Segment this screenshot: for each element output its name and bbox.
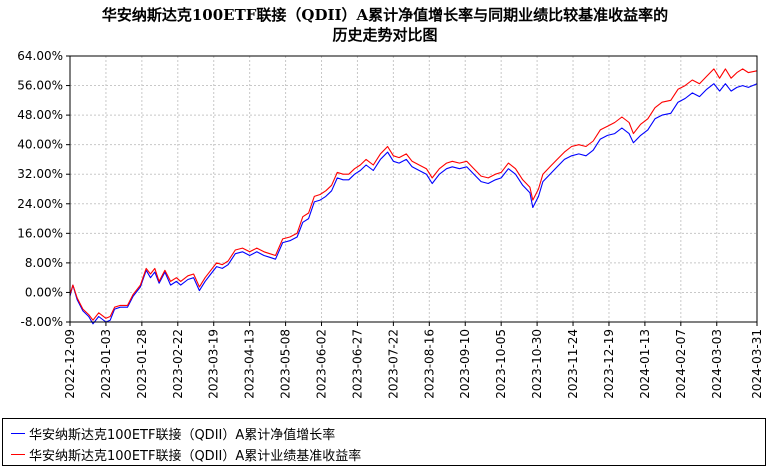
x-tick-label: 2023-05-08 (279, 329, 293, 399)
x-tick-label: 2023-06-02 (315, 329, 329, 399)
legend-item-nav: 华安纳斯达克100ETF联接（QDII）A累计净值增长率 (11, 423, 335, 443)
x-tick-label: 2022-12-09 (63, 329, 77, 399)
x-tick-label: 2024-02-07 (674, 329, 688, 399)
legend-label-nav: 华安纳斯达克100ETF联接（QDII）A累计净值增长率 (29, 427, 336, 443)
chart-title: 华安纳斯达克100ETF联接（QDII）A累计净值增长率与同期业绩比较基准收益率… (101, 6, 669, 24)
y-tick-label: 8.00% (25, 256, 63, 270)
y-tick-label: 32.00% (17, 167, 63, 181)
x-tick-label: 2023-01-03 (99, 329, 113, 399)
legend-item-benchmark: 华安纳斯达克100ETF联接（QDII）A累计业绩基准收益率 (11, 444, 361, 464)
series-line-nav (69, 83, 758, 325)
x-tick-label: 2023-02-22 (171, 329, 185, 399)
series-lines (69, 68, 758, 325)
x-tick-label: 2023-06-27 (350, 329, 364, 399)
chart-subtitle: 历史走势对比图 (332, 26, 438, 44)
x-axis: 2022-12-09 2023-01-03 2023-01-28 2023-02-22… (63, 322, 764, 399)
y-tick-label: -8.00% (21, 315, 63, 329)
plot-border (69, 55, 758, 323)
legend-swatch-nav (11, 432, 25, 434)
y-tick-label: 48.00% (17, 108, 63, 122)
y-tick-label: 16.00% (17, 226, 63, 240)
y-tick-label: 0.00% (25, 285, 63, 299)
series-line-benchmark (69, 68, 758, 321)
x-tick-label: 2023-04-13 (243, 329, 257, 399)
x-tick-label: 2023-09-10 (458, 329, 472, 399)
x-tick-label: 2023-03-19 (207, 329, 221, 399)
y-tick-label: 24.00% (17, 197, 63, 211)
grid (69, 55, 758, 323)
x-tick-label: 2023-12-19 (602, 329, 616, 399)
legend: 华安纳斯达克100ETF联接（QDII）A累计净值增长率 华安纳斯达克100ET… (2, 418, 766, 466)
x-tick-label: 2024-03-31 (750, 329, 764, 399)
x-tick-label: 2023-01-28 (135, 329, 149, 399)
x-tick-label: 2023-10-05 (494, 329, 508, 399)
y-axis: -8.00% 0.00% 8.00% 16.00% 24.00% 32.00% 40.00%… (17, 49, 70, 329)
x-tick-label: 2024-01-13 (638, 329, 652, 399)
y-tick-label: 56.00% (17, 79, 63, 93)
legend-label-benchmark: 华安纳斯达克100ETF联接（QDII）A累计业绩基准收益率 (29, 448, 362, 464)
x-tick-label: 2023-08-16 (422, 329, 436, 399)
x-tick-label: 2023-10-30 (530, 329, 544, 399)
legend-swatch-benchmark (11, 453, 25, 455)
y-tick-label: 64.00% (17, 49, 63, 63)
x-tick-label: 2023-07-22 (386, 329, 400, 399)
x-tick-label: 2024-03-03 (710, 329, 724, 399)
x-tick-label: 2023-11-24 (566, 329, 580, 399)
y-tick-label: 40.00% (17, 138, 63, 152)
